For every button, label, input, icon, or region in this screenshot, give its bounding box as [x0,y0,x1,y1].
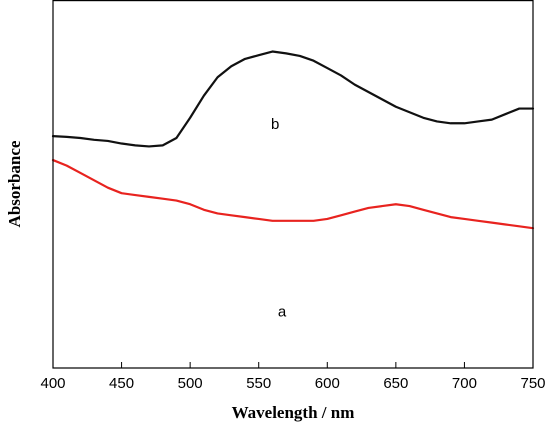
x-tick-label: 550 [246,375,271,392]
x-tick-label: 500 [178,375,203,392]
series-line-a [51,158,535,230]
series-label-a: a [278,303,287,320]
series-line-b [51,50,535,148]
x-tick-label: 700 [452,375,477,392]
x-tick-label: 450 [109,375,134,392]
x-axis-title: Wavelength / nm [232,403,355,422]
x-tick-label: 650 [383,375,408,392]
series-label-b: b [271,116,279,133]
x-tick-label: 600 [315,375,340,392]
y-axis-title: Absorbance [5,140,24,227]
plot-frame [52,0,534,369]
x-tick-label: 750 [520,375,545,392]
x-tick-label: 400 [40,375,65,392]
